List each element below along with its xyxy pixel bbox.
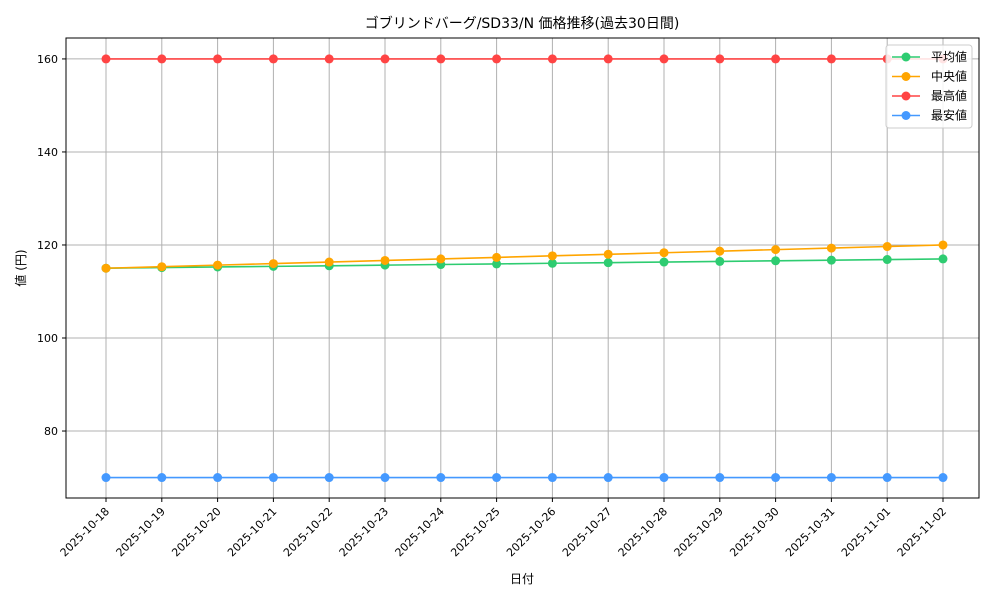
x-tick-label: 2025-10-18 [58, 505, 112, 559]
data-point [882, 242, 892, 252]
data-point [268, 473, 278, 483]
legend-label: 最高値 [931, 88, 967, 103]
data-point [492, 54, 502, 64]
data-point [436, 473, 446, 483]
data-point [547, 473, 557, 483]
data-point [101, 54, 111, 64]
data-point [436, 254, 446, 264]
data-point [826, 473, 836, 483]
x-tick-label: 2025-10-25 [448, 505, 502, 559]
data-point [826, 255, 836, 265]
x-tick-label: 2025-11-02 [895, 505, 949, 559]
y-tick-label: 100 [37, 332, 58, 345]
data-point [882, 255, 892, 265]
data-point [436, 54, 446, 64]
data-point [715, 256, 725, 266]
legend-label: 中央値 [931, 69, 967, 84]
legend-marker [901, 72, 911, 81]
grid [66, 38, 979, 498]
x-tick-label: 2025-10-30 [727, 505, 781, 559]
data-point [771, 54, 781, 64]
data-point [826, 243, 836, 253]
data-point [826, 54, 836, 64]
data-point [771, 256, 781, 266]
data-point [659, 248, 669, 258]
x-tick-label: 2025-10-21 [225, 505, 279, 559]
data-point [380, 473, 390, 483]
y-axis-label: 値 (円) [13, 249, 28, 286]
data-point [268, 54, 278, 64]
legend-box [885, 44, 973, 129]
x-tick-label: 2025-10-29 [672, 505, 726, 559]
legend-label: 平均値 [931, 49, 967, 64]
data-point [547, 54, 557, 64]
data-point [938, 473, 948, 483]
data-point [380, 54, 390, 64]
data-point [715, 246, 725, 256]
data-point [324, 257, 334, 267]
data-point [882, 473, 892, 483]
data-point [659, 257, 669, 267]
x-tick-label: 2025-10-31 [783, 505, 837, 559]
data-point [547, 258, 557, 268]
y-tick-label: 160 [37, 53, 58, 66]
data-point [380, 255, 390, 265]
data-point [771, 245, 781, 255]
data-point [157, 262, 167, 272]
data-point [603, 249, 613, 259]
data-point [157, 473, 167, 483]
x-tick-label: 2025-10-27 [560, 505, 614, 559]
data-point [213, 473, 223, 483]
series-group [101, 54, 948, 483]
data-point [603, 258, 613, 268]
data-point [603, 54, 613, 64]
x-tick-label: 2025-10-24 [393, 505, 447, 559]
x-tick-label: 2025-10-26 [504, 505, 558, 559]
data-point [101, 263, 111, 273]
data-point [492, 252, 502, 262]
y-tick-label: 80 [44, 425, 58, 438]
data-point [101, 473, 111, 483]
x-tick-label: 2025-10-22 [281, 505, 335, 559]
x-tick-label: 2025-10-28 [616, 505, 670, 559]
y-tick-label: 140 [37, 146, 58, 159]
data-point [324, 54, 334, 64]
series-line [105, 244, 944, 270]
data-point [659, 54, 669, 64]
series-line [105, 258, 944, 270]
data-point [492, 473, 502, 483]
legend-marker [901, 91, 911, 101]
data-point [324, 473, 334, 483]
data-point [268, 259, 278, 269]
data-point [715, 473, 725, 483]
data-point [213, 54, 223, 64]
x-tick-label: 2025-10-20 [169, 505, 223, 559]
data-point [603, 473, 613, 483]
x-tick-label: 2025-10-23 [337, 505, 391, 559]
x-tick-label: 2025-11-01 [839, 505, 893, 559]
x-axis-label: 日付 [510, 572, 534, 586]
data-point [715, 54, 725, 64]
legend-label: 最安値 [931, 108, 967, 123]
legend-marker [901, 52, 911, 62]
data-point [938, 254, 948, 264]
data-point [492, 259, 502, 269]
legend-marker [901, 111, 911, 120]
data-point [157, 54, 167, 64]
chart-title: ゴブリンドバーグ/SD33/N 価格推移(過去30日間) [365, 15, 680, 32]
data-point [213, 260, 223, 270]
ticks: 2025-10-18 2025-10-19 2025-10-20 2025-10-21… [37, 53, 949, 559]
x-tick-label: 2025-10-19 [114, 505, 168, 559]
data-point [547, 251, 557, 261]
data-point [659, 473, 669, 483]
plot-frame [65, 37, 980, 499]
data-point [771, 473, 781, 483]
data-point [938, 240, 948, 250]
y-tick-label: 120 [37, 239, 58, 252]
